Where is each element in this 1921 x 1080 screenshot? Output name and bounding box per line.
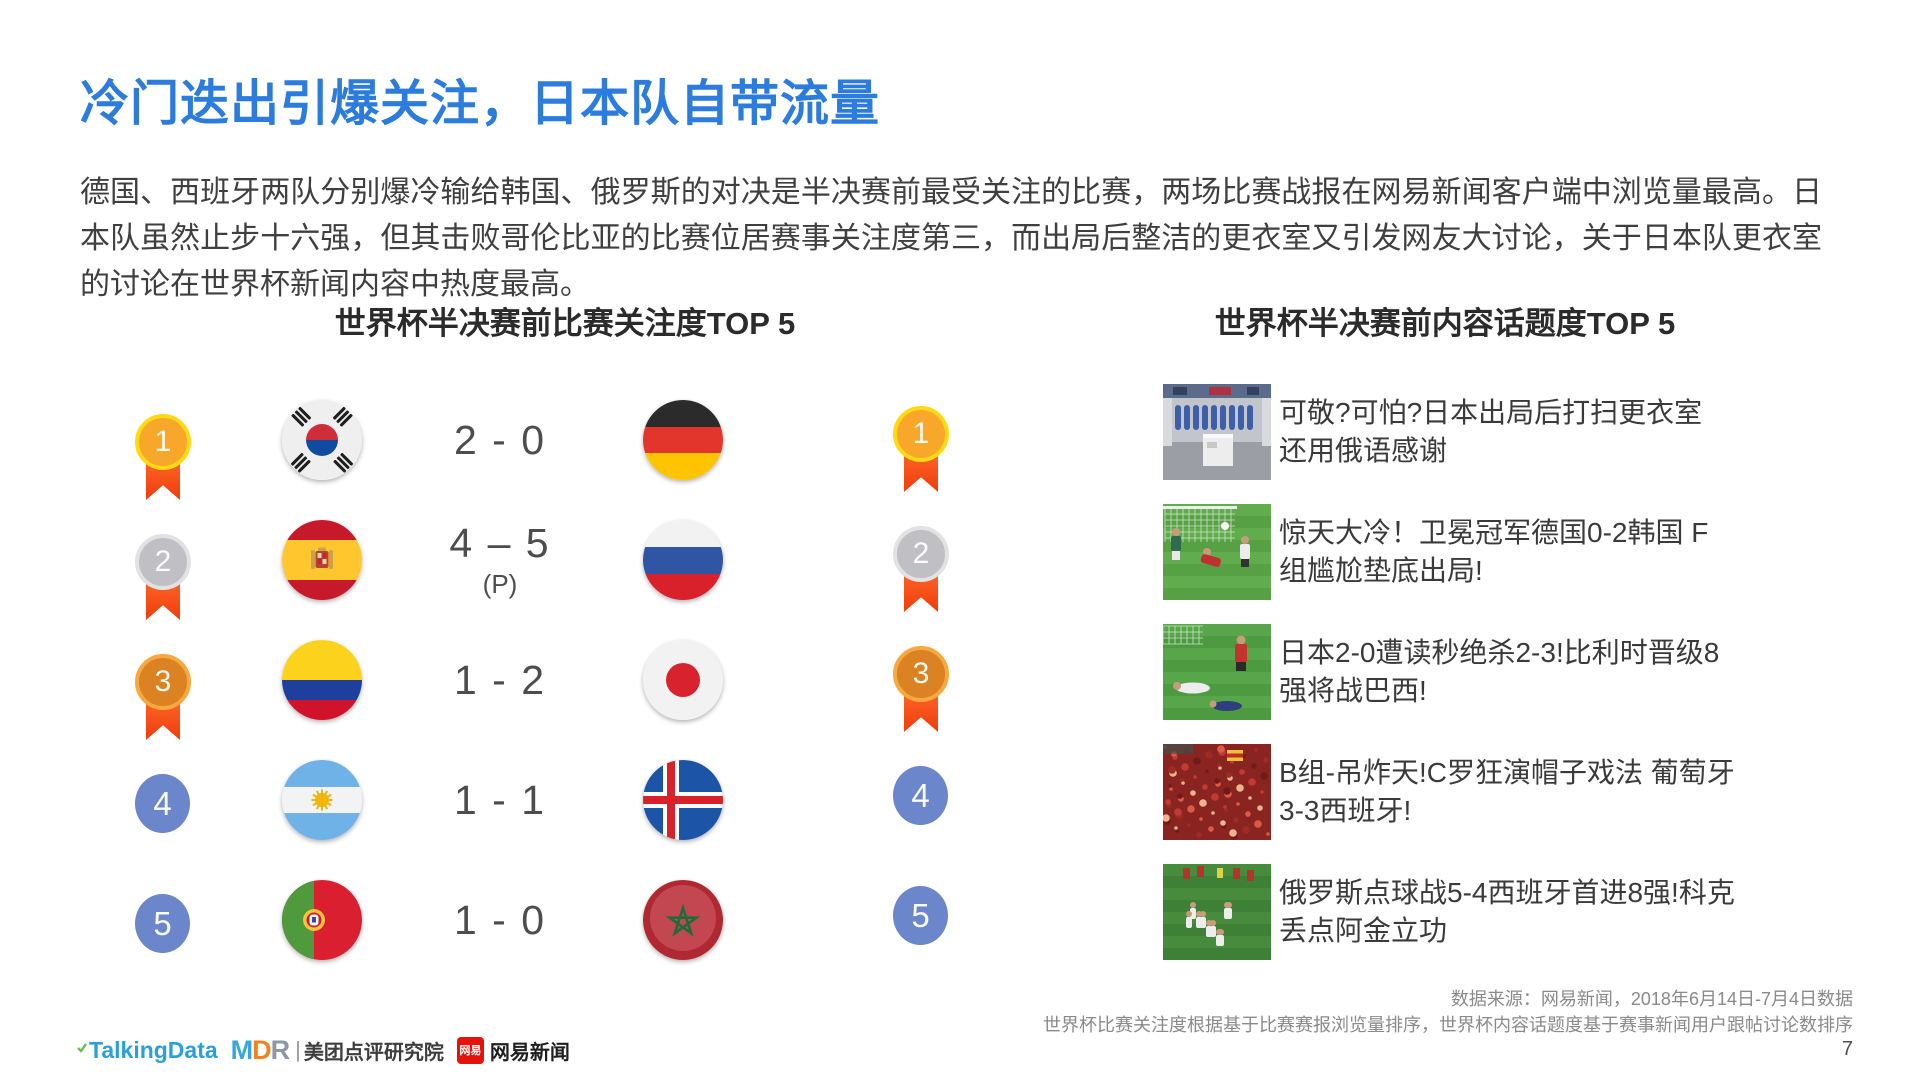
match-row: 3 1 - 2 <box>135 620 795 740</box>
news-thumbnail-players-down <box>1163 624 1271 720</box>
news-headline: 可敬?可怕?日本出局后打扫更衣室 还用俄语感谢 <box>1279 397 1703 466</box>
mdr-letter-d: D <box>252 1034 271 1065</box>
topic-ranking-rows: 1 可敬?可怕?日本出局后打扫更衣室 还用俄语感谢 2 惊天大冷！卫冕冠军德国0-2韩… <box>893 372 1743 972</box>
russia-flag-icon <box>643 520 723 600</box>
mdr-letter-m: M <box>230 1034 253 1065</box>
news-headline: 俄罗斯点球战5-4西班牙首进8强!科克丢点阿金立功 <box>1279 877 1735 946</box>
rank-2-medal-icon: 2 <box>135 534 191 622</box>
news-headline: 日本2-0遭读秒绝杀2-3!比利时晋级8强将战巴西! <box>1279 637 1720 706</box>
rank-number: 5 <box>893 886 948 945</box>
rank-4-medal-icon: 4 <box>135 774 191 862</box>
topic-row: 4 B组-吊炸天!C罗狂演帽子戏法 葡萄牙3-3西班牙! <box>893 732 1743 852</box>
netease-news-logo: 网易 网易新闻 <box>456 1036 570 1065</box>
rank-5-medal-icon: 5 <box>135 894 191 982</box>
page-title: 冷门迭出引爆关注，日本队自带流量 <box>80 77 881 131</box>
rank-3-medal-icon: 3 <box>893 646 949 734</box>
talkingdata-wordmark: TalkingData <box>89 1036 218 1063</box>
rank-1-medal-icon: 1 <box>135 414 191 502</box>
mdr-divider: | <box>295 1037 301 1062</box>
match-ranking-title: 世界杯半决赛前比赛关注度TOP 5 <box>334 306 796 341</box>
news-thumbnail-team-celebration <box>1163 864 1271 960</box>
rank-number: 3 <box>893 646 949 702</box>
data-source-note: 数据来源：网易新闻，2018年6月14日-7月4日数据 世界杯比赛关注度根据基于… <box>1043 986 1853 1038</box>
page-number: 7 <box>1841 1038 1853 1060</box>
talkingdata-tick-icon <box>76 1033 88 1060</box>
morocco-flag-icon <box>643 880 723 960</box>
portugal-flag-icon <box>282 880 362 960</box>
rank-number: 2 <box>135 534 191 590</box>
rank-number: 1 <box>135 414 191 470</box>
rank-5-medal-icon: 5 <box>893 886 949 974</box>
iceland-flag-icon <box>643 760 723 840</box>
match-score: 4 – 5 (P) <box>449 520 551 599</box>
mdr-letter-r: R <box>270 1034 290 1065</box>
topic-row: 1 可敬?可怕?日本出局后打扫更衣室 还用俄语感谢 <box>893 372 1743 492</box>
footer-logos: TalkingData M D R | 美团点评研究院 网易 网易新闻 <box>76 1034 570 1066</box>
rank-4-medal-icon: 4 <box>893 766 949 854</box>
news-thumbnail-goal-scene <box>1163 504 1271 600</box>
match-row: 1 2 - 0 <box>135 380 795 500</box>
japan-flag-icon <box>643 640 723 720</box>
meituan-institute-label: 美团点评研究院 <box>303 1041 444 1064</box>
netease-news-label: 网易新闻 <box>489 1041 570 1064</box>
match-ranking-rows: 1 2 - 0 2 4 – 5 (P) 3 1 - 2 4 1 - 1 5 1 - 0 <box>135 380 795 980</box>
rank-number: 4 <box>893 766 948 825</box>
topic-row: 5 俄罗斯点球战5-4西班牙首进8强!科克丢点阿金立功 <box>893 852 1743 972</box>
data-source-line2: 世界杯比赛关注度根据基于比赛赛报浏览量排序，世界杯内容话题度基于赛事新闻用户跟帖… <box>1043 1015 1853 1035</box>
germany-flag-icon <box>643 400 723 480</box>
rank-number: 2 <box>893 526 949 582</box>
colombia-flag-icon <box>282 640 362 720</box>
rank-number: 1 <box>893 406 949 462</box>
news-headline: B组-吊炸天!C罗狂演帽子戏法 葡萄牙3-3西班牙! <box>1279 757 1735 826</box>
rank-2-medal-icon: 2 <box>893 526 949 614</box>
match-row: 2 4 – 5 (P) <box>135 500 795 620</box>
rank-3-medal-icon: 3 <box>135 654 191 742</box>
news-headline: 惊天大冷！卫冕冠军德国0-2韩国 F组尴尬垫底出局! <box>1279 517 1709 586</box>
news-thumbnail-red-crowd <box>1163 744 1271 840</box>
intro-paragraph: 德国、西班牙两队分别爆冷输给韩国、俄罗斯的对决是半决赛前最受关注的比赛，两场比赛… <box>80 176 1822 301</box>
match-score: 1 - 0 <box>453 896 547 943</box>
rank-number: 4 <box>135 774 190 833</box>
match-row: 4 1 - 1 <box>135 740 795 860</box>
match-score: 1 - 2 <box>453 656 547 703</box>
match-score: 1 - 1 <box>453 776 547 823</box>
match-score: 2 - 0 <box>453 416 547 463</box>
topic-row: 3 日本2-0遭读秒绝杀2-3!比利时晋级8强将战巴西! <box>893 612 1743 732</box>
rank-number: 5 <box>135 894 190 953</box>
match-row: 5 1 - 0 <box>135 860 795 980</box>
rank-number: 3 <box>135 654 191 710</box>
south-korea-flag-icon <box>282 400 362 480</box>
argentina-flag-icon <box>282 760 362 840</box>
penalty-note: (P) <box>482 569 518 599</box>
netease-badge-icon: 网易 <box>456 1036 484 1064</box>
mdr-meituan-logo: M D R | 美团点评研究院 <box>231 1035 444 1066</box>
rank-1-medal-icon: 1 <box>893 406 949 494</box>
spain-flag-icon <box>282 520 362 600</box>
data-source-line1: 数据来源：网易新闻，2018年6月14日-7月4日数据 <box>1450 989 1853 1009</box>
news-thumbnail-locker-room <box>1163 384 1271 480</box>
talkingdata-logo: TalkingData <box>76 1037 218 1064</box>
topic-ranking-title: 世界杯半决赛前内容话题度TOP 5 <box>1214 306 1676 341</box>
topic-row: 2 惊天大冷！卫冕冠军德国0-2韩国 F组尴尬垫底出局! <box>893 492 1743 612</box>
